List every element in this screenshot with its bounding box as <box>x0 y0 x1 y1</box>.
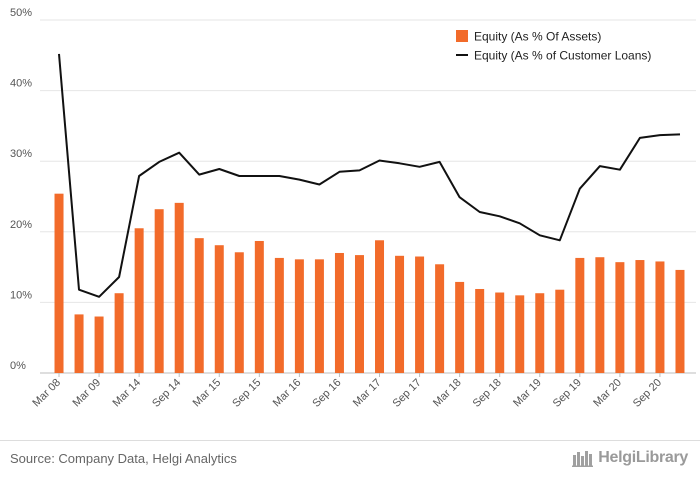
x-tick-label: Mar 15 <box>191 377 224 410</box>
x-tick-label: Mar 16 <box>271 377 304 410</box>
y-tick-label: 50% <box>10 7 32 19</box>
bar <box>274 257 284 373</box>
x-tick-label: Mar 20 <box>591 377 624 410</box>
bar <box>74 314 84 373</box>
bar <box>415 256 425 373</box>
bar <box>595 257 605 373</box>
bar <box>174 202 184 373</box>
bar <box>314 259 324 373</box>
x-tick-label: Sep 17 <box>391 377 424 410</box>
bar <box>495 292 505 373</box>
footer: Source: Company Data, Helgi Analytics He… <box>0 440 700 484</box>
legend-label-line: Equity (As % of Customer Loans) <box>474 49 651 63</box>
y-tick-label: 0% <box>10 360 26 372</box>
y-tick-label: 20% <box>10 219 32 231</box>
y-tick-label: 30% <box>10 148 32 160</box>
x-tick-label: Sep 15 <box>230 377 263 410</box>
x-tick-label: Mar 08 <box>30 377 63 410</box>
bar <box>194 238 204 373</box>
bar <box>234 252 244 373</box>
bar <box>254 240 264 373</box>
bar <box>334 252 344 373</box>
bar <box>134 228 144 373</box>
bar <box>435 264 445 373</box>
x-tick-label: Sep 20 <box>631 377 664 410</box>
source-note: Source: Company Data, Helgi Analytics <box>10 451 237 466</box>
bar <box>154 209 164 373</box>
bar <box>94 316 104 373</box>
line-series <box>58 53 681 298</box>
x-tick-label: Mar 19 <box>511 377 544 410</box>
bar <box>455 281 465 373</box>
legend-label-bar: Equity (As % Of Assets) <box>474 30 601 44</box>
bar <box>575 257 585 373</box>
legend-swatch-bar <box>456 30 468 42</box>
x-tick-label: Mar 17 <box>351 377 384 410</box>
bar <box>354 255 364 373</box>
brand-logo: HelgiLibrary <box>572 449 688 467</box>
bar <box>54 193 64 373</box>
bar <box>675 269 685 373</box>
x-tick-label: Mar 09 <box>70 377 103 410</box>
bar <box>635 260 645 373</box>
bar <box>515 295 525 373</box>
bar <box>535 293 545 373</box>
x-tick-label: Mar 14 <box>111 377 144 410</box>
bar <box>114 293 124 373</box>
brand-name: HelgiLibrary <box>598 449 688 466</box>
bar <box>395 255 405 373</box>
bar <box>294 259 304 373</box>
y-axis-ticks: 0% 10% 20% 30% 40% 50% <box>10 7 32 372</box>
x-tick-label: Sep 18 <box>471 377 504 410</box>
bar <box>375 240 385 373</box>
x-tick-label: Sep 16 <box>310 377 343 410</box>
chart: 0%10%20%30%40%50% Mar 08 Mar 09 Mar 14 Sep … <box>10 7 696 410</box>
y-tick-label: 10% <box>10 289 32 301</box>
x-tick-label: Sep 14 <box>150 377 183 410</box>
x-axis-ticks: Mar 08 Mar 09 Mar 14 Sep 14 Mar 15 Sep 15 Mar … <box>30 373 664 410</box>
bar <box>555 289 565 373</box>
bar <box>655 261 665 373</box>
line-path <box>58 53 681 298</box>
bar <box>615 262 625 373</box>
y-tick-label: 40% <box>10 78 32 90</box>
legend: Equity (As % Of Assets) Equity (As % of … <box>456 30 651 63</box>
bar <box>475 288 485 373</box>
bar-series <box>54 193 685 373</box>
library-icon <box>572 451 594 467</box>
x-tick-label: Sep 19 <box>551 377 584 410</box>
bar <box>214 245 224 373</box>
grid-lines <box>40 19 696 374</box>
x-tick-label: Mar 18 <box>431 377 464 410</box>
